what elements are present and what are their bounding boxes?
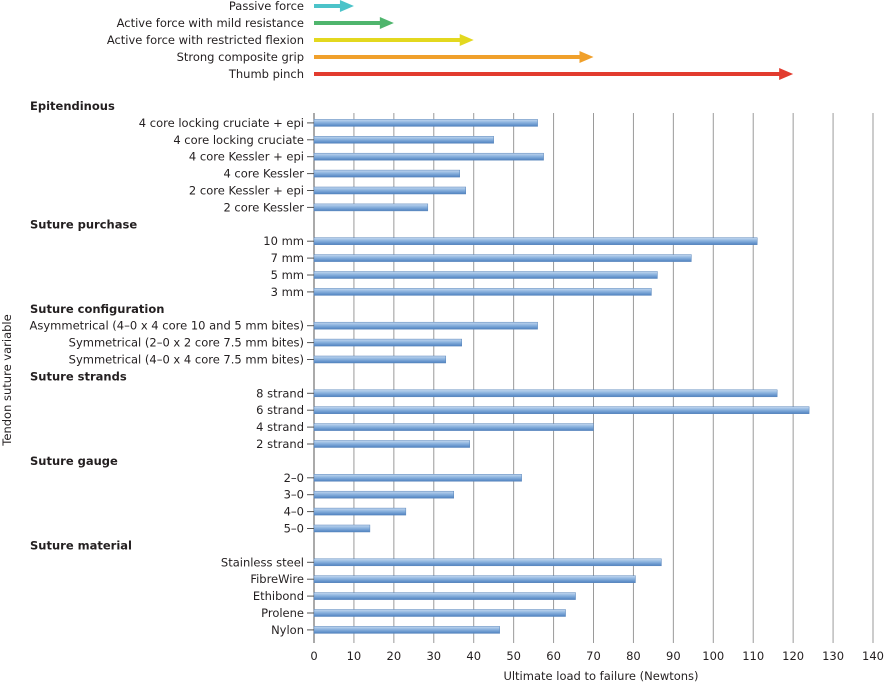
x-tick-label: 110 — [742, 649, 764, 663]
category-label: 2 core Kessler + epi — [189, 184, 304, 198]
category-label: Asymmetrical (4–0 x 4 core 10 and 5 mm b… — [30, 319, 305, 333]
category-label: Symmetrical (4–0 x 4 core 7.5 mm bites) — [69, 353, 304, 367]
bar-epitendinous-2-core-kessler — [313, 203, 429, 212]
bar-suture-purchase-10-mm — [313, 237, 758, 245]
bar-suture-purchase-5-mm — [313, 271, 658, 279]
bar-suture-purchase-3-mm — [313, 288, 652, 296]
category-label: Stainless steel — [221, 555, 304, 569]
legend-arrow-head — [579, 51, 594, 63]
category-label: 5–0 — [284, 522, 304, 536]
bar-suture-material-fibrewire — [313, 575, 636, 583]
legend-label: Active force with mild resistance — [117, 16, 304, 30]
category-label: 3 mm — [271, 285, 304, 299]
category-label: 10 mm — [263, 234, 304, 248]
legend-label: Passive force — [229, 0, 304, 13]
x-tick-label: 30 — [426, 649, 441, 663]
bar-suture-strands-8-strand — [313, 389, 778, 398]
category-label: 5 mm — [271, 268, 304, 282]
x-tick-label: 40 — [466, 649, 481, 663]
reference-arrow-legend: Passive force Active force with mild resi… — [107, 0, 794, 81]
group-heading-suture-configuration: Suture configuration — [30, 302, 164, 316]
bar-suture-material-prolene — [313, 609, 566, 617]
category-label: 8 strand — [256, 386, 304, 400]
bar-suture-configuration-symmetrical-2-0-x-2-core-7-5-mm-bites — [313, 338, 462, 347]
group-heading-suture-gauge: Suture gauge — [30, 454, 118, 468]
category-label: FibreWire — [250, 572, 304, 586]
category-label: 4 strand — [256, 420, 304, 434]
vertical-gridlines — [313, 113, 874, 643]
x-axis: 0 10 20 30 40 50 60 70 80 90 100 110 120 130 140 — [310, 649, 884, 663]
bar-suture-gauge-4-0 — [313, 507, 407, 516]
group-heading-suture-material: Suture material — [30, 538, 132, 552]
category-label: 3–0 — [284, 488, 304, 502]
x-axis-title: Ultimate load to failure (Newtons) — [503, 669, 698, 683]
x-tick-label: 60 — [546, 649, 561, 663]
x-tick-label: 50 — [506, 649, 521, 663]
x-tick-label: 20 — [387, 649, 402, 663]
category-label: Symmetrical (2–0 x 2 core 7.5 mm bites) — [69, 336, 304, 350]
category-label: 4 core locking cruciate + epi — [139, 116, 304, 130]
category-label: 2 core Kessler — [223, 200, 304, 214]
x-tick-label: 130 — [822, 649, 844, 663]
bar-suture-gauge-3-0 — [313, 490, 454, 499]
bar-suture-strands-2-strand — [313, 440, 470, 448]
y-axis-title: Tendon suture variable — [0, 314, 14, 446]
x-tick-label: 90 — [666, 649, 681, 663]
legend-arrow-head — [379, 17, 394, 29]
legend-arrow-head — [459, 34, 474, 46]
bar-suture-configuration-asymmetrical-4-0-x-4-core-10-and-5-mm-bites — [313, 321, 538, 330]
group-heading-suture-strands: Suture strands — [30, 369, 127, 383]
category-label: 7 mm — [271, 251, 304, 265]
x-tick-label: 140 — [862, 649, 884, 663]
bar-suture-gauge-5-0 — [313, 524, 371, 533]
legend-arrow-head — [339, 0, 354, 12]
category-label: 4 core locking cruciate — [173, 133, 304, 147]
legend-label: Active force with restricted flexion — [107, 33, 304, 47]
category-label: Prolene — [261, 606, 304, 620]
category-label: 2–0 — [284, 471, 304, 485]
x-tick-label: 120 — [782, 649, 804, 663]
bar-epitendinous-4-core-locking-cruciate-epi — [313, 119, 538, 127]
bar-epitendinous-4-core-kessler-epi — [313, 152, 544, 161]
group-heading-epitendinous: Epitendinous — [30, 99, 115, 113]
legend-label: Thumb pinch — [228, 67, 304, 81]
legend-arrow-head — [779, 68, 794, 80]
bar-suture-material-nylon — [313, 626, 500, 634]
legend-label: Strong composite grip — [177, 50, 304, 64]
category-label: Ethibond — [253, 589, 304, 603]
group-heading-suture-purchase: Suture purchase — [30, 217, 137, 231]
category-label: Nylon — [271, 623, 304, 637]
x-tick-label: 80 — [626, 649, 641, 663]
bar-epitendinous-4-core-locking-cruciate — [313, 136, 494, 144]
bar-epitendinous-2-core-kessler-epi — [313, 186, 466, 195]
bar-suture-material-ethibond — [313, 592, 576, 600]
x-tick-label: 10 — [347, 649, 362, 663]
x-tick-label: 100 — [702, 649, 724, 663]
bar-suture-material-stainless-steel — [313, 558, 662, 567]
bar-suture-purchase-7-mm — [313, 254, 692, 262]
category-label: 4 core Kessler — [223, 167, 304, 181]
bar-epitendinous-4-core-kessler — [313, 169, 460, 178]
category-label: 4 core Kessler + epi — [189, 150, 304, 164]
x-tick-label: 0 — [310, 649, 317, 663]
category-labels: Epitendinous 4 core locking cruciate + ep… — [30, 99, 314, 637]
bar-suture-configuration-symmetrical-4-0-x-4-core-7-5-mm-bites — [313, 355, 447, 364]
category-label: 2 strand — [256, 437, 304, 451]
bar-suture-strands-4-strand — [313, 423, 594, 431]
bar-suture-strands-6-strand — [313, 406, 810, 414]
category-label: 6 strand — [256, 403, 304, 417]
bar-suture-gauge-2-0 — [313, 474, 522, 482]
bar-series — [313, 119, 810, 634]
x-tick-label: 70 — [586, 649, 601, 663]
category-label: 4–0 — [284, 505, 304, 519]
